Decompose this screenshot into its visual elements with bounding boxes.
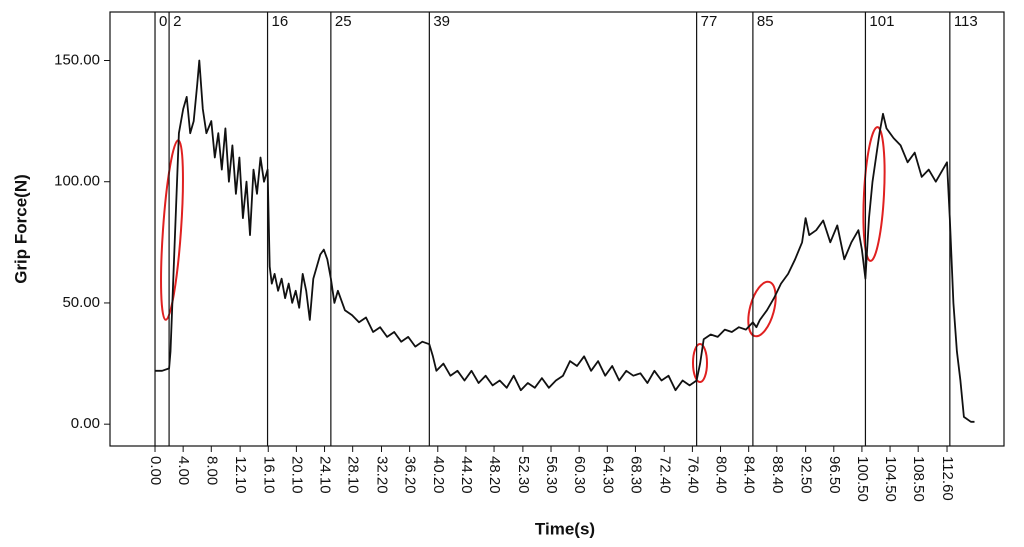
x-tick-label: 0.00 bbox=[147, 456, 164, 485]
event-label: 16 bbox=[272, 13, 289, 30]
x-tick-label: 96.50 bbox=[826, 456, 843, 494]
highlight-ellipse bbox=[692, 343, 708, 383]
x-tick-label: 104.50 bbox=[882, 456, 899, 502]
x-tick-label: 88.40 bbox=[769, 456, 786, 494]
x-tick-label: 84.40 bbox=[741, 456, 758, 494]
x-axis-title: Time(s) bbox=[535, 519, 595, 538]
event-label: 113 bbox=[954, 13, 978, 30]
x-tick-label: 32.20 bbox=[374, 456, 391, 494]
x-tick-label: 12.10 bbox=[232, 456, 249, 494]
x-tick-label: 100.50 bbox=[854, 456, 871, 502]
x-tick-label: 80.40 bbox=[713, 456, 730, 494]
highlight-ellipse bbox=[862, 126, 886, 262]
plot-frame bbox=[109, 11, 1005, 447]
x-tick-label: 16.10 bbox=[260, 456, 277, 494]
event-label: 101 bbox=[869, 13, 894, 30]
y-tick-label: 100.00 bbox=[54, 173, 100, 190]
y-axis-title: Grip Force(N) bbox=[11, 174, 30, 284]
highlights bbox=[160, 126, 886, 383]
event-label: 2 bbox=[173, 13, 181, 30]
x-tick-label: 112.60 bbox=[939, 456, 956, 501]
x-tick-label: 60.30 bbox=[571, 456, 588, 494]
x-tick-label: 52.30 bbox=[515, 456, 532, 494]
highlight-ellipse bbox=[747, 280, 777, 338]
x-tick-label: 56.30 bbox=[543, 456, 560, 494]
x-tick-label: 92.50 bbox=[798, 456, 815, 494]
x-tick-label: 36.20 bbox=[402, 456, 419, 494]
data-line bbox=[155, 59, 975, 423]
x-tick-label: 4.00 bbox=[175, 456, 192, 485]
x-tick-label: 28.10 bbox=[345, 456, 362, 494]
x-tick-label: 20.10 bbox=[288, 456, 305, 494]
x-tick-label: 108.50 bbox=[910, 456, 927, 502]
y-tick-label: 150.00 bbox=[54, 51, 100, 68]
x-tick-label: 40.20 bbox=[430, 456, 447, 494]
x-tick-label: 64.30 bbox=[599, 456, 616, 494]
y-tick-label: 50.00 bbox=[62, 294, 100, 311]
x-tick-label: 8.00 bbox=[203, 456, 220, 485]
event-label: 39 bbox=[433, 13, 450, 30]
y-tick-label: 0.00 bbox=[71, 415, 100, 432]
event-label: 25 bbox=[335, 13, 352, 30]
event-label: 77 bbox=[701, 13, 718, 30]
x-tick-label: 24.10 bbox=[317, 456, 334, 494]
x-tick-label: 68.30 bbox=[627, 456, 644, 494]
x-tick-label: 76.40 bbox=[684, 456, 701, 494]
x-tick-label: 44.20 bbox=[458, 456, 475, 494]
x-tick-label: 48.20 bbox=[486, 456, 503, 494]
event-label: 85 bbox=[757, 13, 774, 30]
x-tick-label: 72.40 bbox=[656, 456, 673, 494]
event-label: 0 bbox=[159, 13, 167, 30]
